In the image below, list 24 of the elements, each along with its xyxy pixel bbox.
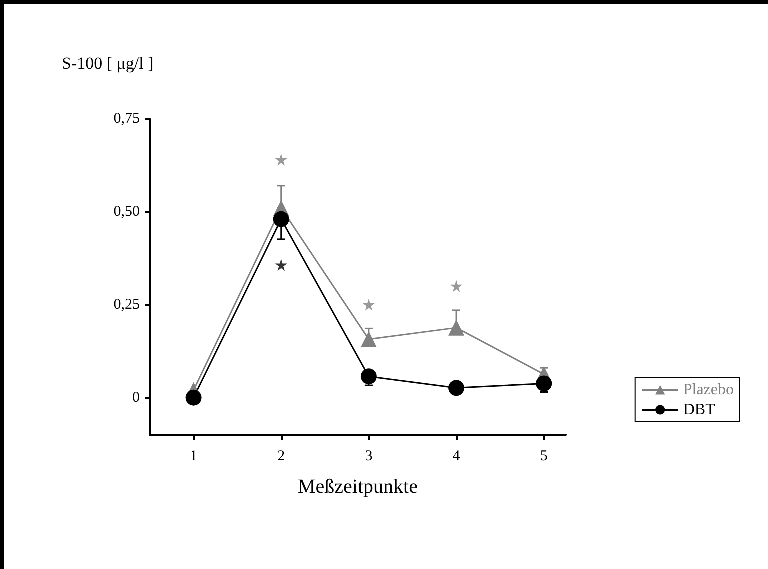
y-tick-label: 0,75 <box>114 111 140 127</box>
x-tick-label: 4 <box>452 448 461 464</box>
point <box>275 259 288 272</box>
x-tick-label: 5 <box>540 448 548 464</box>
y-tick-label: 0,25 <box>114 296 140 313</box>
x-tick-label: 3 <box>365 448 373 464</box>
y-tick-label: 0 <box>132 390 140 406</box>
x-axis-title: Meßzeitpunkte <box>298 476 418 498</box>
point <box>536 376 552 392</box>
point <box>448 380 465 396</box>
point <box>360 368 377 385</box>
y-tick-label: 0,50 <box>114 204 140 220</box>
y-axis-title: S-100 [ μg/l ] <box>62 54 154 73</box>
point <box>362 298 375 311</box>
x-tick-label: 1 <box>190 448 198 464</box>
x-tick-label: 2 <box>278 448 286 464</box>
legend-label: Plazebo <box>683 382 734 398</box>
point <box>273 211 290 228</box>
point <box>275 154 288 166</box>
legend-label: DBT <box>683 402 716 418</box>
point <box>186 390 202 406</box>
point <box>450 280 463 292</box>
point <box>448 320 465 336</box>
point <box>360 331 377 348</box>
